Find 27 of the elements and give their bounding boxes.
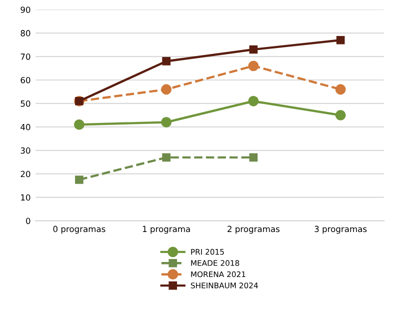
point bbox=[162, 153, 170, 162]
point bbox=[248, 96, 259, 106]
x-tick-label: 1 programa bbox=[142, 226, 190, 234]
y-tick-label: 40 bbox=[20, 124, 30, 130]
point bbox=[162, 57, 170, 66]
point bbox=[335, 110, 346, 120]
point bbox=[249, 153, 258, 162]
point bbox=[161, 117, 172, 128]
point bbox=[248, 60, 259, 72]
point bbox=[75, 176, 84, 184]
x-tick-label: 3 programas bbox=[314, 226, 367, 234]
y-tick-label: 90 bbox=[20, 6, 30, 13]
point bbox=[336, 36, 345, 44]
y-tick-label: 10 bbox=[21, 194, 30, 201]
point bbox=[249, 45, 258, 54]
y-tick-label: 20 bbox=[20, 170, 30, 178]
x-tick-label: 0 programas bbox=[53, 226, 106, 234]
y-tick-label: 0 bbox=[26, 218, 30, 224]
y-tick-label: 50 bbox=[20, 100, 30, 107]
y-tick-label: 30 bbox=[20, 147, 30, 154]
point bbox=[335, 84, 346, 95]
point bbox=[74, 119, 84, 130]
y-tick-label: 60 bbox=[20, 76, 30, 84]
y-tick-label: 70 bbox=[20, 54, 30, 60]
x-tick-label: 2 programas bbox=[228, 226, 280, 234]
y-tick-label: 80 bbox=[20, 30, 30, 36]
point bbox=[161, 84, 172, 95]
